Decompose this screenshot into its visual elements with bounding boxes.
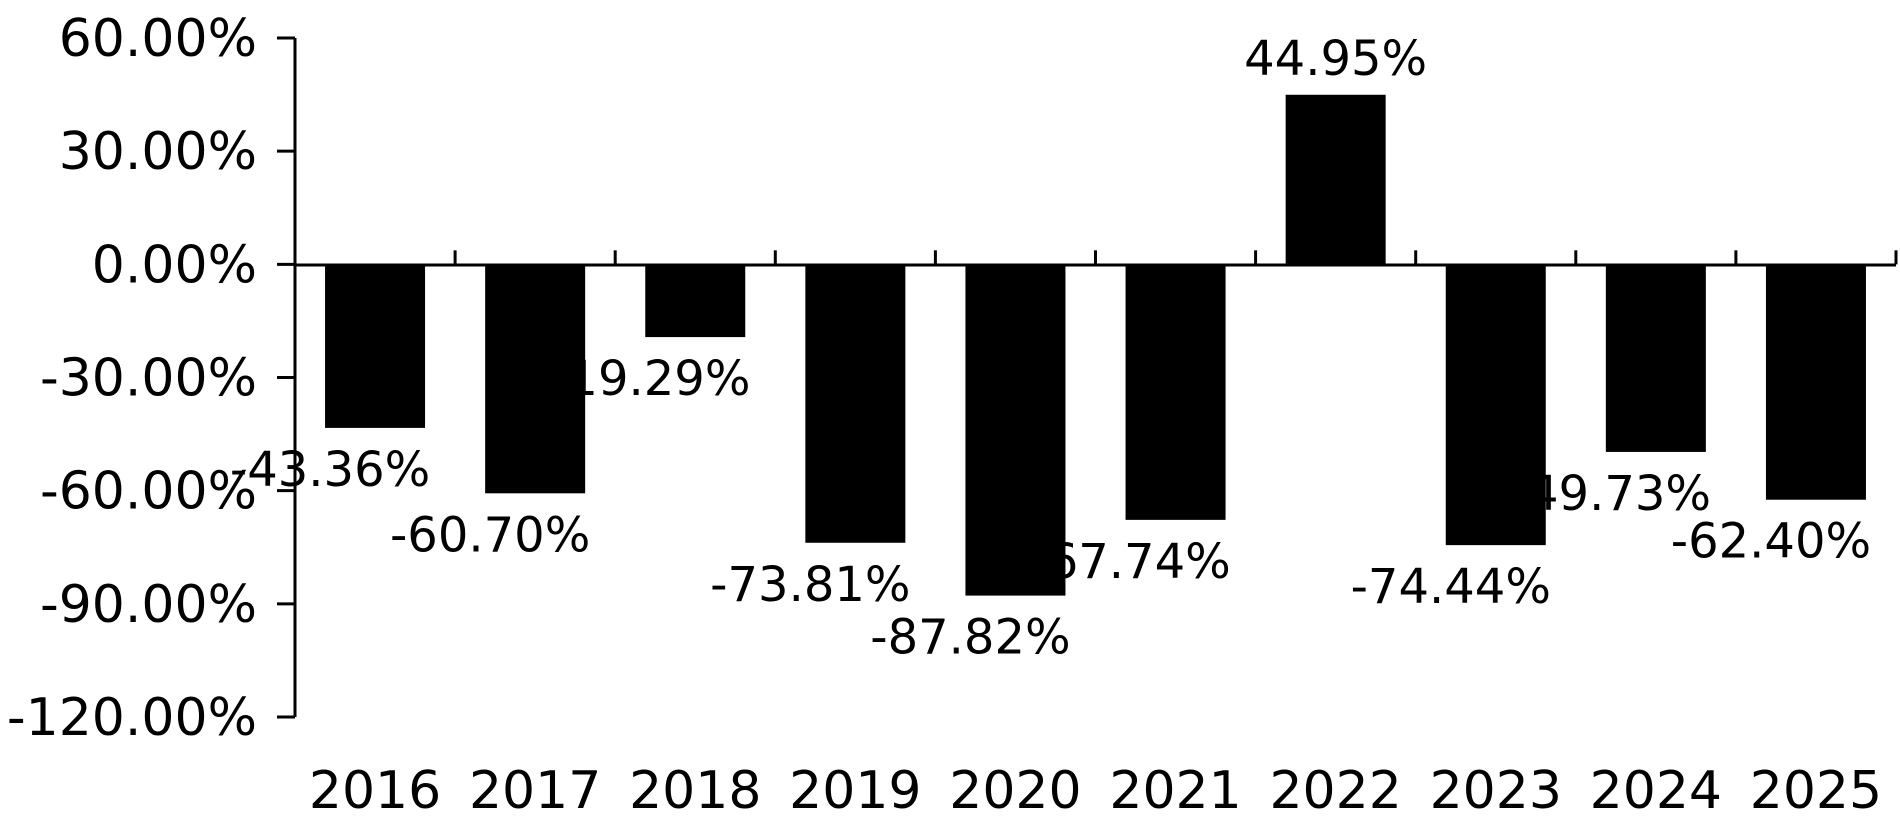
bar (965, 264, 1066, 596)
y-tick-label: -60.00% (40, 462, 257, 522)
bar (1605, 264, 1706, 452)
x-category-label: 2018 (629, 761, 761, 821)
y-tick-label: 60.00% (59, 9, 257, 69)
bar (325, 264, 426, 428)
data-label: -87.82% (870, 610, 1070, 666)
bar (1765, 264, 1866, 500)
data-label: -19.29% (550, 351, 750, 407)
y-tick-label: 30.00% (59, 122, 257, 182)
x-category-label: 2023 (1430, 761, 1562, 821)
bar (805, 264, 906, 543)
y-tick-label: 0.00% (92, 235, 257, 295)
y-tick-label: -90.00% (40, 575, 257, 635)
x-category-label: 2025 (1750, 761, 1882, 821)
bar (485, 264, 586, 494)
x-category-label: 2024 (1590, 761, 1722, 821)
y-axis-ticks: 60.00% 30.00% 0.00% -30.00% -60.00% -90.00% -1… (7, 9, 295, 748)
data-label: -62.40% (1671, 514, 1871, 570)
data-label: -73.81% (710, 557, 910, 613)
bar (1285, 94, 1386, 265)
x-axis-ticks: 2016 2017 2018 2019 2020 2021 2022 2023 2024 2025 (309, 250, 1898, 821)
x-category-label: 2019 (789, 761, 921, 821)
bar (1125, 264, 1226, 520)
y-tick-label: -120.00% (7, 688, 257, 748)
data-label: -43.36% (230, 442, 430, 498)
bars-group (325, 94, 1866, 596)
bar (645, 264, 746, 338)
data-label: 44.95% (1244, 31, 1427, 87)
data-label: -67.74% (1030, 534, 1230, 590)
data-label: -49.73% (1511, 466, 1711, 522)
data-labels-group: -43.36% -60.70% -19.29% -73.81%-87.82% -67.7… (230, 31, 1871, 666)
x-category-label: 2016 (309, 761, 441, 821)
x-category-label: 2022 (1269, 761, 1401, 821)
bar (1445, 264, 1546, 546)
data-label: -74.44% (1351, 559, 1551, 615)
x-category-label: 2017 (469, 761, 601, 821)
y-tick-label: -30.00% (40, 349, 257, 409)
x-category-label: 2020 (949, 761, 1081, 821)
data-label: -60.70% (390, 507, 590, 563)
x-category-label: 2021 (1109, 761, 1241, 821)
